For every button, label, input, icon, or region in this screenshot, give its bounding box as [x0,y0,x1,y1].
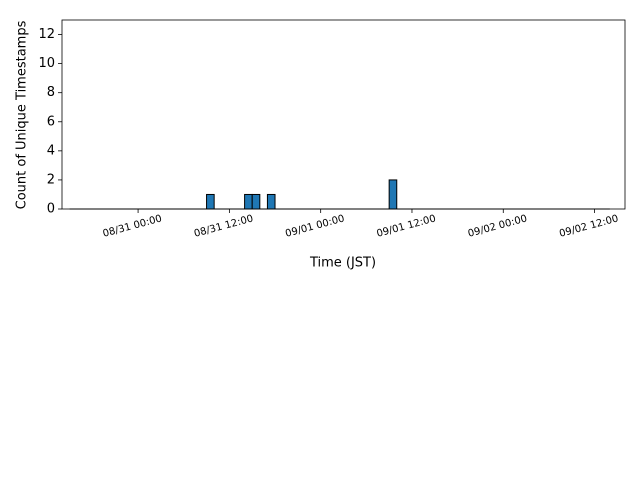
y-tick-label: 4 [47,143,55,158]
y-tick-label: 12 [38,27,55,42]
y-tick-label: 10 [38,56,55,71]
bar [244,193,253,210]
y-tick-label: 6 [47,114,55,129]
bar [388,179,398,210]
y-axis-label: Count of Unique Timestamps [15,20,30,209]
x-tick-label: 09/02 12:00 [558,213,620,239]
y-tick-label: 0 [47,202,55,217]
x-tick-label: 09/01 12:00 [376,213,438,239]
y-tick-label: 2 [47,172,55,187]
bar [266,193,276,210]
bar [206,193,215,210]
x-tick-label: 08/31 00:00 [102,213,164,239]
x-tick-label: 08/31 12:00 [193,213,255,239]
bar [251,193,261,210]
y-tick-label: 8 [47,85,55,100]
x-tick-label: 09/01 00:00 [284,213,346,239]
plot-frame [61,19,626,210]
x-axis-label: Time (JST) [309,256,376,271]
x-tick-label: 09/02 00:00 [467,213,529,239]
